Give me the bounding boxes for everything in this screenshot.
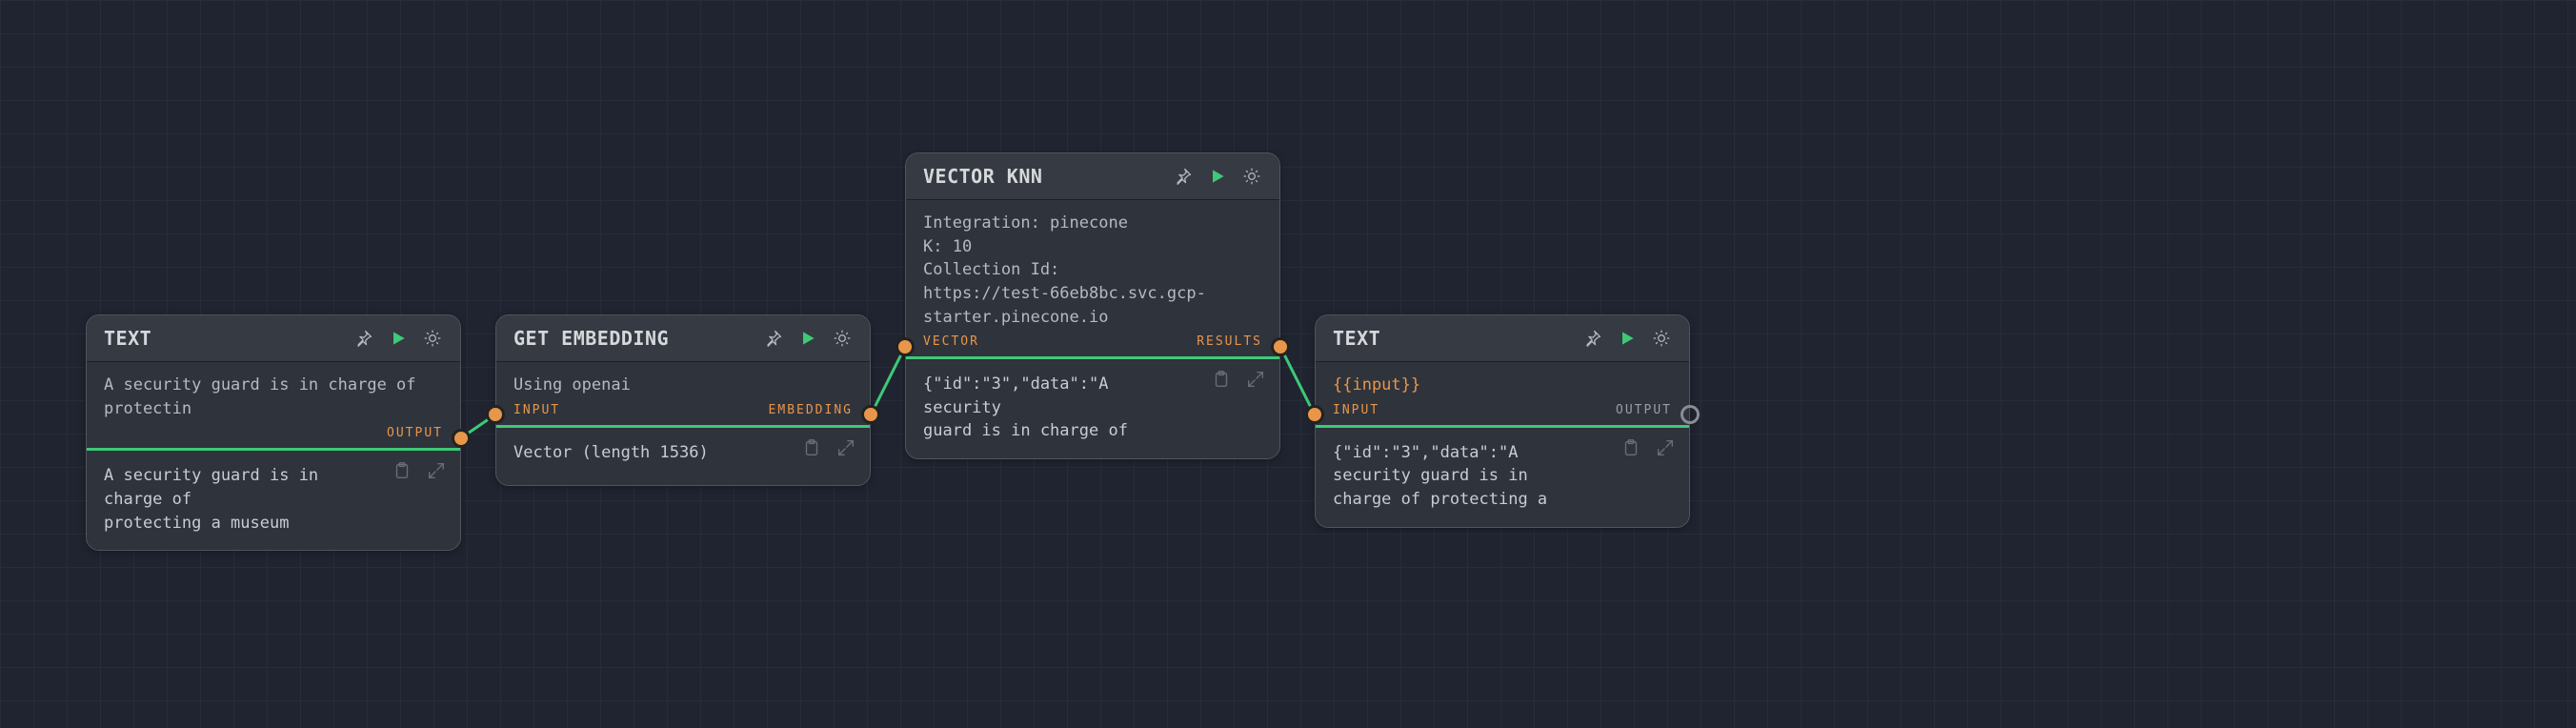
run-icon[interactable]	[1207, 166, 1228, 187]
node-header-icons	[763, 328, 853, 349]
node-body: Integration: pinecone K: 10 Collection I…	[906, 200, 1279, 333]
node-body: {{input}}	[1316, 362, 1689, 401]
settings-icon[interactable]	[1651, 328, 1672, 349]
node-header-icons	[1582, 328, 1672, 349]
expand-icon[interactable]	[1245, 369, 1266, 390]
copy-icon[interactable]	[801, 437, 822, 458]
port-dot-output[interactable]	[1271, 337, 1290, 356]
expand-icon[interactable]	[835, 437, 856, 458]
port-dot-input[interactable]	[896, 337, 915, 356]
pin-icon[interactable]	[1173, 166, 1194, 187]
node-title: GET EMBEDDING	[513, 327, 669, 350]
copy-icon[interactable]	[392, 460, 413, 481]
port-label-right: EMBEDDING	[769, 403, 853, 417]
port-label-left: INPUT	[1333, 403, 1379, 417]
node-header-icons	[1173, 166, 1262, 187]
expand-icon[interactable]	[426, 460, 447, 481]
node-vector_knn[interactable]: VECTOR KNN Integration: pinecone K: 10 Co…	[905, 152, 1280, 459]
port-row: INPUT EMBEDDING	[496, 401, 870, 425]
pin-icon[interactable]	[353, 328, 374, 349]
node-header[interactable]: VECTOR KNN	[906, 153, 1279, 200]
output-icons	[392, 460, 447, 481]
port-dot-output[interactable]	[861, 405, 880, 424]
output-icons	[1211, 369, 1266, 390]
port-row: INPUT OUTPUT	[1316, 401, 1689, 425]
port-dot-input[interactable]	[1305, 405, 1324, 424]
settings-icon[interactable]	[1241, 166, 1262, 187]
copy-icon[interactable]	[1211, 369, 1232, 390]
node-title: VECTOR KNN	[923, 165, 1042, 188]
run-icon[interactable]	[388, 328, 409, 349]
node-title: TEXT	[1333, 327, 1380, 350]
node-text2[interactable]: TEXT {{input}} INPUT OUTPUT {"id":"3","data"…	[1315, 314, 1690, 528]
node-get_embedding[interactable]: GET EMBEDDING Using openai INPUT EMBEDDING V…	[495, 314, 871, 486]
node-output: A security guard is in charge of protect…	[87, 451, 460, 550]
port-label-left: INPUT	[513, 403, 560, 417]
node-output: {"id":"3","data":"A security guard is in…	[906, 359, 1279, 458]
node-output: {"id":"3","data":"A security guard is in…	[1316, 428, 1689, 527]
pin-icon[interactable]	[763, 328, 784, 349]
node-header[interactable]: TEXT	[87, 315, 460, 362]
run-icon[interactable]	[1617, 328, 1638, 349]
pin-icon[interactable]	[1582, 328, 1603, 349]
output-icons	[1620, 437, 1676, 458]
settings-icon[interactable]	[832, 328, 853, 349]
port-dot-output[interactable]	[452, 429, 471, 448]
node-output: Vector (length 1536)	[496, 428, 870, 485]
settings-icon[interactable]	[422, 328, 443, 349]
node-canvas[interactable]: TEXT A security guard is in charge of pro…	[0, 0, 2576, 728]
port-row: OUTPUT	[87, 424, 460, 448]
port-row: VECTOR RESULTS	[906, 333, 1279, 356]
port-label-left: VECTOR	[923, 334, 979, 349]
node-header[interactable]: TEXT	[1316, 315, 1689, 362]
node-header-icons	[353, 328, 443, 349]
port-label-right: RESULTS	[1197, 334, 1262, 349]
expand-icon[interactable]	[1655, 437, 1676, 458]
node-body: Using openai	[496, 362, 870, 401]
copy-icon[interactable]	[1620, 437, 1641, 458]
node-text1[interactable]: TEXT A security guard is in charge of pro…	[86, 314, 461, 551]
port-label-right: OUTPUT	[1616, 403, 1672, 417]
port-dot-output[interactable]	[1680, 405, 1700, 424]
output-icons	[801, 437, 856, 458]
node-body: A security guard is in charge of protect…	[87, 362, 460, 424]
port-label-right: OUTPUT	[387, 426, 443, 440]
node-title: TEXT	[104, 327, 151, 350]
port-dot-input[interactable]	[486, 405, 505, 424]
run-icon[interactable]	[797, 328, 818, 349]
node-header[interactable]: GET EMBEDDING	[496, 315, 870, 362]
